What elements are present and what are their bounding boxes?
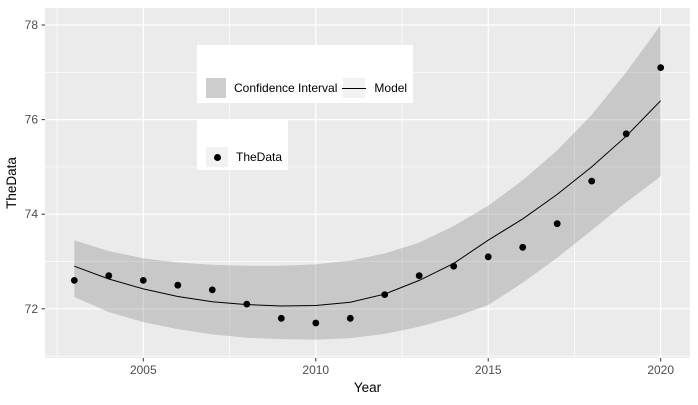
data-point xyxy=(484,253,492,261)
y-axis-tick-label: 72 xyxy=(25,302,39,316)
data-point xyxy=(277,314,285,322)
y-axis-tick-label: 78 xyxy=(25,18,39,32)
data-point-sample-icon xyxy=(213,153,221,161)
model-line xyxy=(74,100,662,307)
confidence-interval-swatch xyxy=(206,78,226,98)
data-point xyxy=(381,291,389,298)
y-axis-title: TheData xyxy=(4,157,19,209)
thedata-point-key xyxy=(206,147,228,167)
legend-thedata: TheData xyxy=(197,120,288,170)
data-point xyxy=(208,286,216,294)
data-point xyxy=(312,319,320,327)
model-line-sample-icon xyxy=(342,88,367,89)
data-point xyxy=(415,272,423,280)
model-line-key xyxy=(342,78,367,98)
data-point xyxy=(346,314,354,322)
x-axis-title: Year xyxy=(354,380,382,395)
legend-label-thedata: TheData xyxy=(236,150,283,164)
legend-row: Confidence Interval Model xyxy=(197,73,407,103)
x-axis-tick-label: 2020 xyxy=(647,363,674,377)
x-axis-tick-label: 2015 xyxy=(475,363,502,377)
confidence-band xyxy=(74,25,661,340)
data-point xyxy=(174,281,182,289)
data-point xyxy=(70,277,78,284)
legend-ci-model: Confidence Interval Model xyxy=(197,45,413,103)
data-point xyxy=(657,64,665,71)
x-axis-tick-label: 2010 xyxy=(302,363,329,377)
data-point xyxy=(519,243,527,251)
data-point xyxy=(450,262,458,270)
y-axis-tick-label: 74 xyxy=(25,207,39,221)
data-point xyxy=(139,277,147,284)
legend-label-confidence-interval: Confidence Interval xyxy=(234,81,338,95)
confidence-interval-fill xyxy=(206,78,226,98)
y-axis-tick-label: 76 xyxy=(25,113,39,127)
legend-label-model: Model xyxy=(374,81,408,95)
data-point xyxy=(588,177,596,185)
data-point xyxy=(105,272,113,280)
x-axis-tick-label: 2005 xyxy=(130,363,157,377)
data-point xyxy=(243,300,251,308)
legend-row: TheData xyxy=(197,144,282,170)
data-point xyxy=(622,130,630,138)
data-point xyxy=(553,220,561,228)
